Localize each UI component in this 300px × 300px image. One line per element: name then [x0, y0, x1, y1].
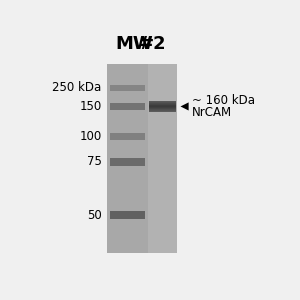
Bar [149, 105, 176, 106]
Bar [110, 103, 145, 110]
Bar [149, 101, 176, 102]
Text: ~ 160 kDa: ~ 160 kDa [192, 94, 255, 107]
Bar [149, 102, 176, 103]
Bar [110, 85, 145, 91]
Bar [110, 158, 145, 166]
Bar [149, 107, 176, 108]
Bar [149, 104, 176, 105]
Bar [149, 106, 176, 107]
Text: 250 kDa: 250 kDa [52, 82, 101, 94]
Bar [149, 111, 176, 112]
Text: 150: 150 [79, 100, 101, 113]
Text: 50: 50 [87, 208, 101, 221]
Bar [110, 211, 145, 219]
Text: NrCAM: NrCAM [192, 106, 232, 119]
Bar [148, 64, 177, 253]
Text: MW: MW [115, 35, 153, 53]
Polygon shape [181, 102, 189, 110]
Bar [149, 103, 176, 104]
Text: #2: #2 [139, 35, 166, 53]
Bar [149, 108, 176, 109]
Text: 75: 75 [87, 155, 101, 168]
Bar [110, 133, 145, 140]
Bar [149, 110, 176, 111]
Text: 100: 100 [79, 130, 101, 143]
Bar [107, 64, 148, 253]
